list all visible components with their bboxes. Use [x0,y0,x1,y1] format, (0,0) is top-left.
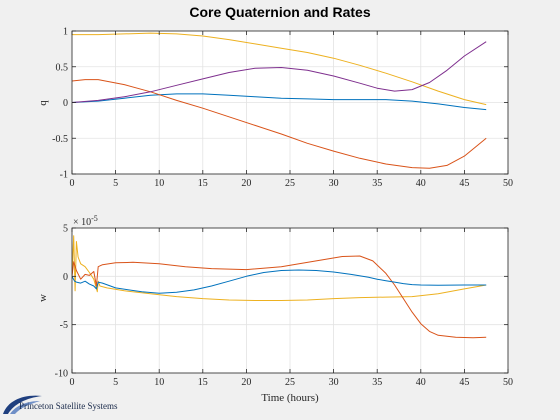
series-line-orange [72,79,487,169]
y-tick-label: -5 [60,320,68,331]
x-tick-label: 25 [285,178,295,189]
series-line-blue [72,269,487,294]
upper-ylabel: q [37,100,49,106]
x-tick-label: 20 [241,377,251,388]
lower-ylabel: w [37,294,49,302]
x-tick-label: 15 [198,377,208,388]
series-line-orange [72,255,487,339]
x-tick-label: 10 [154,377,164,388]
series-group [72,235,487,339]
x-tick-label: 35 [372,377,382,388]
lower-xlabel: Time (hours) [261,392,319,404]
x-tick-label: 5 [113,178,118,189]
lower-y-exponent-power: -5 [91,214,98,223]
x-tick-label: 40 [416,178,426,189]
x-tick-label: 30 [329,377,339,388]
x-tick-label: 35 [372,178,382,189]
y-tick-label: -1 [60,170,68,181]
x-tick-label: 50 [503,178,513,189]
series-line-blue [72,93,487,111]
x-tick-label: 50 [503,377,513,388]
x-tick-label: 30 [329,178,339,189]
lower-y-exponent: × 10-5 [73,214,98,228]
y-tick-label: 0.5 [56,62,69,73]
series-group [72,32,487,169]
logo-swoosh-icon [3,395,42,414]
logo-text: Princeton Satellite Systems [19,401,118,411]
y-tick-label: 0 [63,98,68,109]
x-tick-label: 40 [416,377,426,388]
series-line-purple [72,41,487,103]
series-line-yellow [72,32,487,106]
x-tick-label: 0 [70,377,75,388]
lower-plot-w: 0 5 10 15 20 25 30 35 40 45 50 -10 -5 0 5 [55,224,513,389]
x-tick-label: 25 [285,377,295,388]
x-tick-label: 15 [198,178,208,189]
x-tick-label: 45 [459,178,469,189]
upper-plot-q: 0 5 10 15 20 25 30 35 40 45 50 -1 -0.5 0 0.5 1 [52,27,513,190]
company-logo: Princeton Satellite Systems [3,395,118,414]
series-line-yellow [72,235,487,301]
x-tick-label: 0 [70,178,75,189]
logo-swoosh-accent-icon [10,401,40,414]
lower-y-exponent-base: × 10 [73,217,91,228]
chart-title: Core Quaternion and Rates [189,4,370,20]
x-tick-label: 45 [459,377,469,388]
y-tick-label: 5 [63,224,68,235]
y-tick-label: -0.5 [52,134,68,145]
x-tick-label: 10 [154,178,164,189]
y-tick-label: 1 [63,27,68,38]
x-tick-label: 20 [241,178,251,189]
x-tick-label: 5 [113,377,118,388]
y-tick-label: 0 [63,272,68,283]
y-tick-label: -10 [55,369,68,380]
